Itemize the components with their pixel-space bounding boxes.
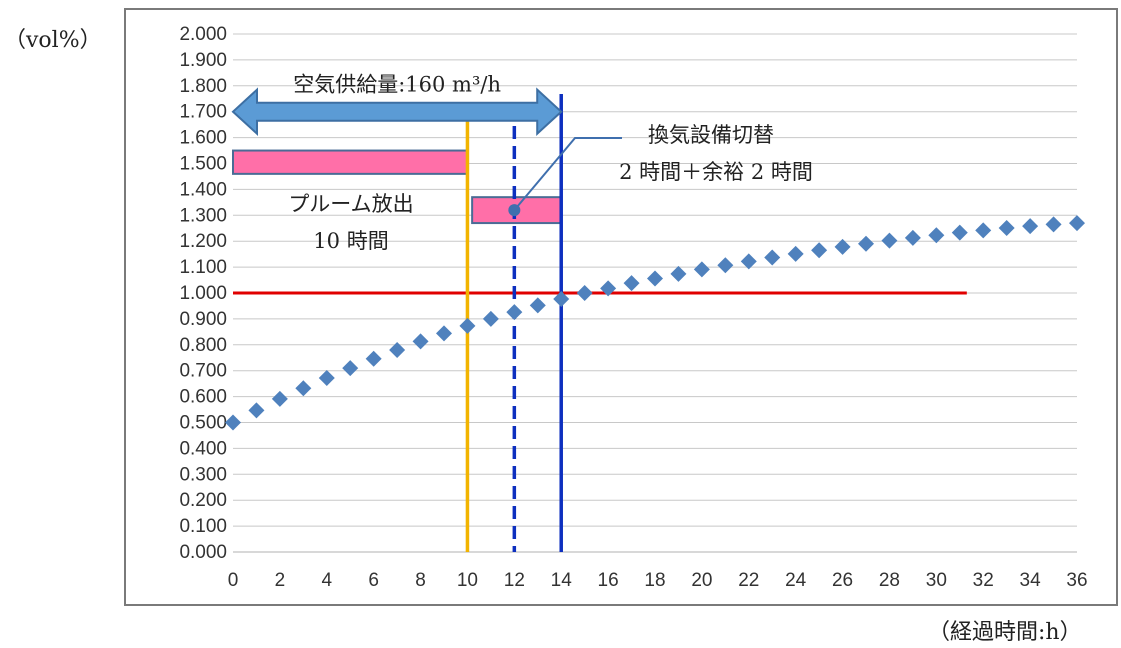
plot-marks bbox=[225, 87, 1085, 552]
x-tick-label: 14 bbox=[551, 570, 573, 591]
data-point bbox=[412, 333, 429, 350]
x-tick-label: 34 bbox=[1020, 570, 1042, 591]
y-tick-label: 0.300 bbox=[179, 464, 227, 485]
y-tick-label: 1.600 bbox=[179, 128, 227, 149]
y-tick-label: 0.500 bbox=[179, 413, 227, 434]
data-point bbox=[951, 224, 968, 241]
y-tick-label: 0.600 bbox=[179, 387, 227, 408]
x-tick-label: 26 bbox=[832, 570, 853, 591]
x-tick-label: 12 bbox=[504, 570, 525, 591]
callout-leader bbox=[513, 137, 622, 211]
y-tick-label: 1.700 bbox=[179, 102, 227, 123]
data-point bbox=[670, 265, 687, 282]
y-tick-label: 0.800 bbox=[179, 335, 227, 356]
data-point bbox=[904, 229, 921, 246]
data-point bbox=[459, 317, 476, 334]
y-tick-label: 1.100 bbox=[179, 257, 227, 278]
data-point bbox=[436, 325, 452, 342]
x-tick-labels: 0 2 4 6 8 10 12 14 16 18 20 22 24 26 28 30 32 34 36 bbox=[228, 570, 1088, 591]
y-tick-label: 0.700 bbox=[179, 361, 227, 382]
data-point bbox=[225, 414, 241, 431]
x-tick-label: 28 bbox=[879, 570, 900, 591]
supply-arrow bbox=[231, 87, 563, 136]
y-tick-label: 0.400 bbox=[179, 438, 227, 459]
y-tick-label: 1.400 bbox=[179, 179, 227, 200]
data-point bbox=[740, 253, 757, 270]
data-point bbox=[576, 285, 593, 301]
x-tick-label: 20 bbox=[691, 570, 712, 591]
data-point bbox=[389, 341, 406, 358]
y-tick-label: 1.300 bbox=[179, 205, 227, 226]
x-tick-label: 16 bbox=[598, 570, 619, 591]
data-point bbox=[834, 238, 851, 255]
y-tick-label: 1.200 bbox=[179, 231, 227, 252]
plume-label: プルーム放出 bbox=[288, 192, 413, 216]
y-axis-label: （vol%） bbox=[4, 28, 102, 53]
arrow-label: 空気供給量:160 m³/h bbox=[293, 73, 501, 97]
x-tick-label: 6 bbox=[368, 570, 379, 591]
y-tick-label: 1.500 bbox=[179, 154, 227, 175]
switch-label: 2 時間＋余裕 2 時間 bbox=[619, 160, 813, 184]
x-tick-label: 22 bbox=[738, 570, 759, 591]
data-point bbox=[928, 227, 945, 244]
data-point bbox=[647, 270, 663, 287]
x-tick-label: 30 bbox=[926, 570, 947, 591]
data-point bbox=[506, 304, 523, 321]
data-point bbox=[529, 297, 546, 314]
pink-bar bbox=[232, 149, 469, 175]
data-point bbox=[975, 222, 992, 239]
switch-label: 換気設備切替 bbox=[648, 123, 774, 147]
x-tick-label: 0 bbox=[228, 570, 239, 591]
x-tick-label: 10 bbox=[457, 570, 478, 591]
y-tick-label: 1.900 bbox=[179, 50, 227, 71]
data-point bbox=[1045, 216, 1062, 233]
y-tick-label: 1.000 bbox=[179, 283, 227, 304]
data-point bbox=[295, 380, 312, 397]
data-point bbox=[811, 242, 828, 259]
y-tick-label: 2.000 bbox=[179, 24, 227, 45]
data-point bbox=[693, 261, 710, 278]
y-tick-label: 0.900 bbox=[179, 309, 227, 330]
data-point bbox=[623, 275, 640, 292]
data-point bbox=[858, 235, 874, 252]
data-point bbox=[318, 369, 335, 386]
y-tick-labels: 0.000 0.100 0.200 0.300 0.400 0.500 0.600 0.700… bbox=[179, 24, 227, 563]
plume-label: 10 時間 bbox=[313, 229, 388, 253]
data-point bbox=[271, 390, 288, 407]
data-point bbox=[553, 290, 570, 307]
data-point bbox=[365, 350, 382, 367]
x-tick-label: 36 bbox=[1066, 570, 1087, 591]
data-point bbox=[482, 310, 499, 327]
y-tick-label: 0.100 bbox=[179, 516, 227, 537]
data-point bbox=[764, 249, 781, 266]
data-point bbox=[1069, 215, 1085, 232]
y-tick-label: 0.200 bbox=[179, 490, 227, 511]
y-tick-label: 0.000 bbox=[179, 542, 227, 563]
data-point bbox=[881, 232, 898, 249]
data-point bbox=[248, 402, 265, 419]
x-tick-label: 2 bbox=[275, 570, 286, 591]
y-tick-label: 1.800 bbox=[179, 76, 227, 97]
data-point bbox=[998, 219, 1015, 236]
data-point bbox=[787, 245, 804, 262]
data-point bbox=[717, 257, 734, 274]
annotations: 空気供給量:160 m³/h プルーム放出 10 時間 換気設備切替 2 時間＋余裕 2… bbox=[288, 73, 813, 253]
x-tick-label: 32 bbox=[973, 570, 994, 591]
x-tick-label: 8 bbox=[415, 570, 426, 591]
x-tick-label: 24 bbox=[785, 570, 807, 591]
x-axis-label: （経過時間:h） bbox=[928, 620, 1082, 645]
data-point bbox=[1022, 218, 1039, 235]
data-point bbox=[600, 280, 617, 297]
data-point bbox=[342, 360, 359, 377]
x-tick-label: 18 bbox=[644, 570, 665, 591]
x-tick-label: 4 bbox=[321, 570, 332, 591]
